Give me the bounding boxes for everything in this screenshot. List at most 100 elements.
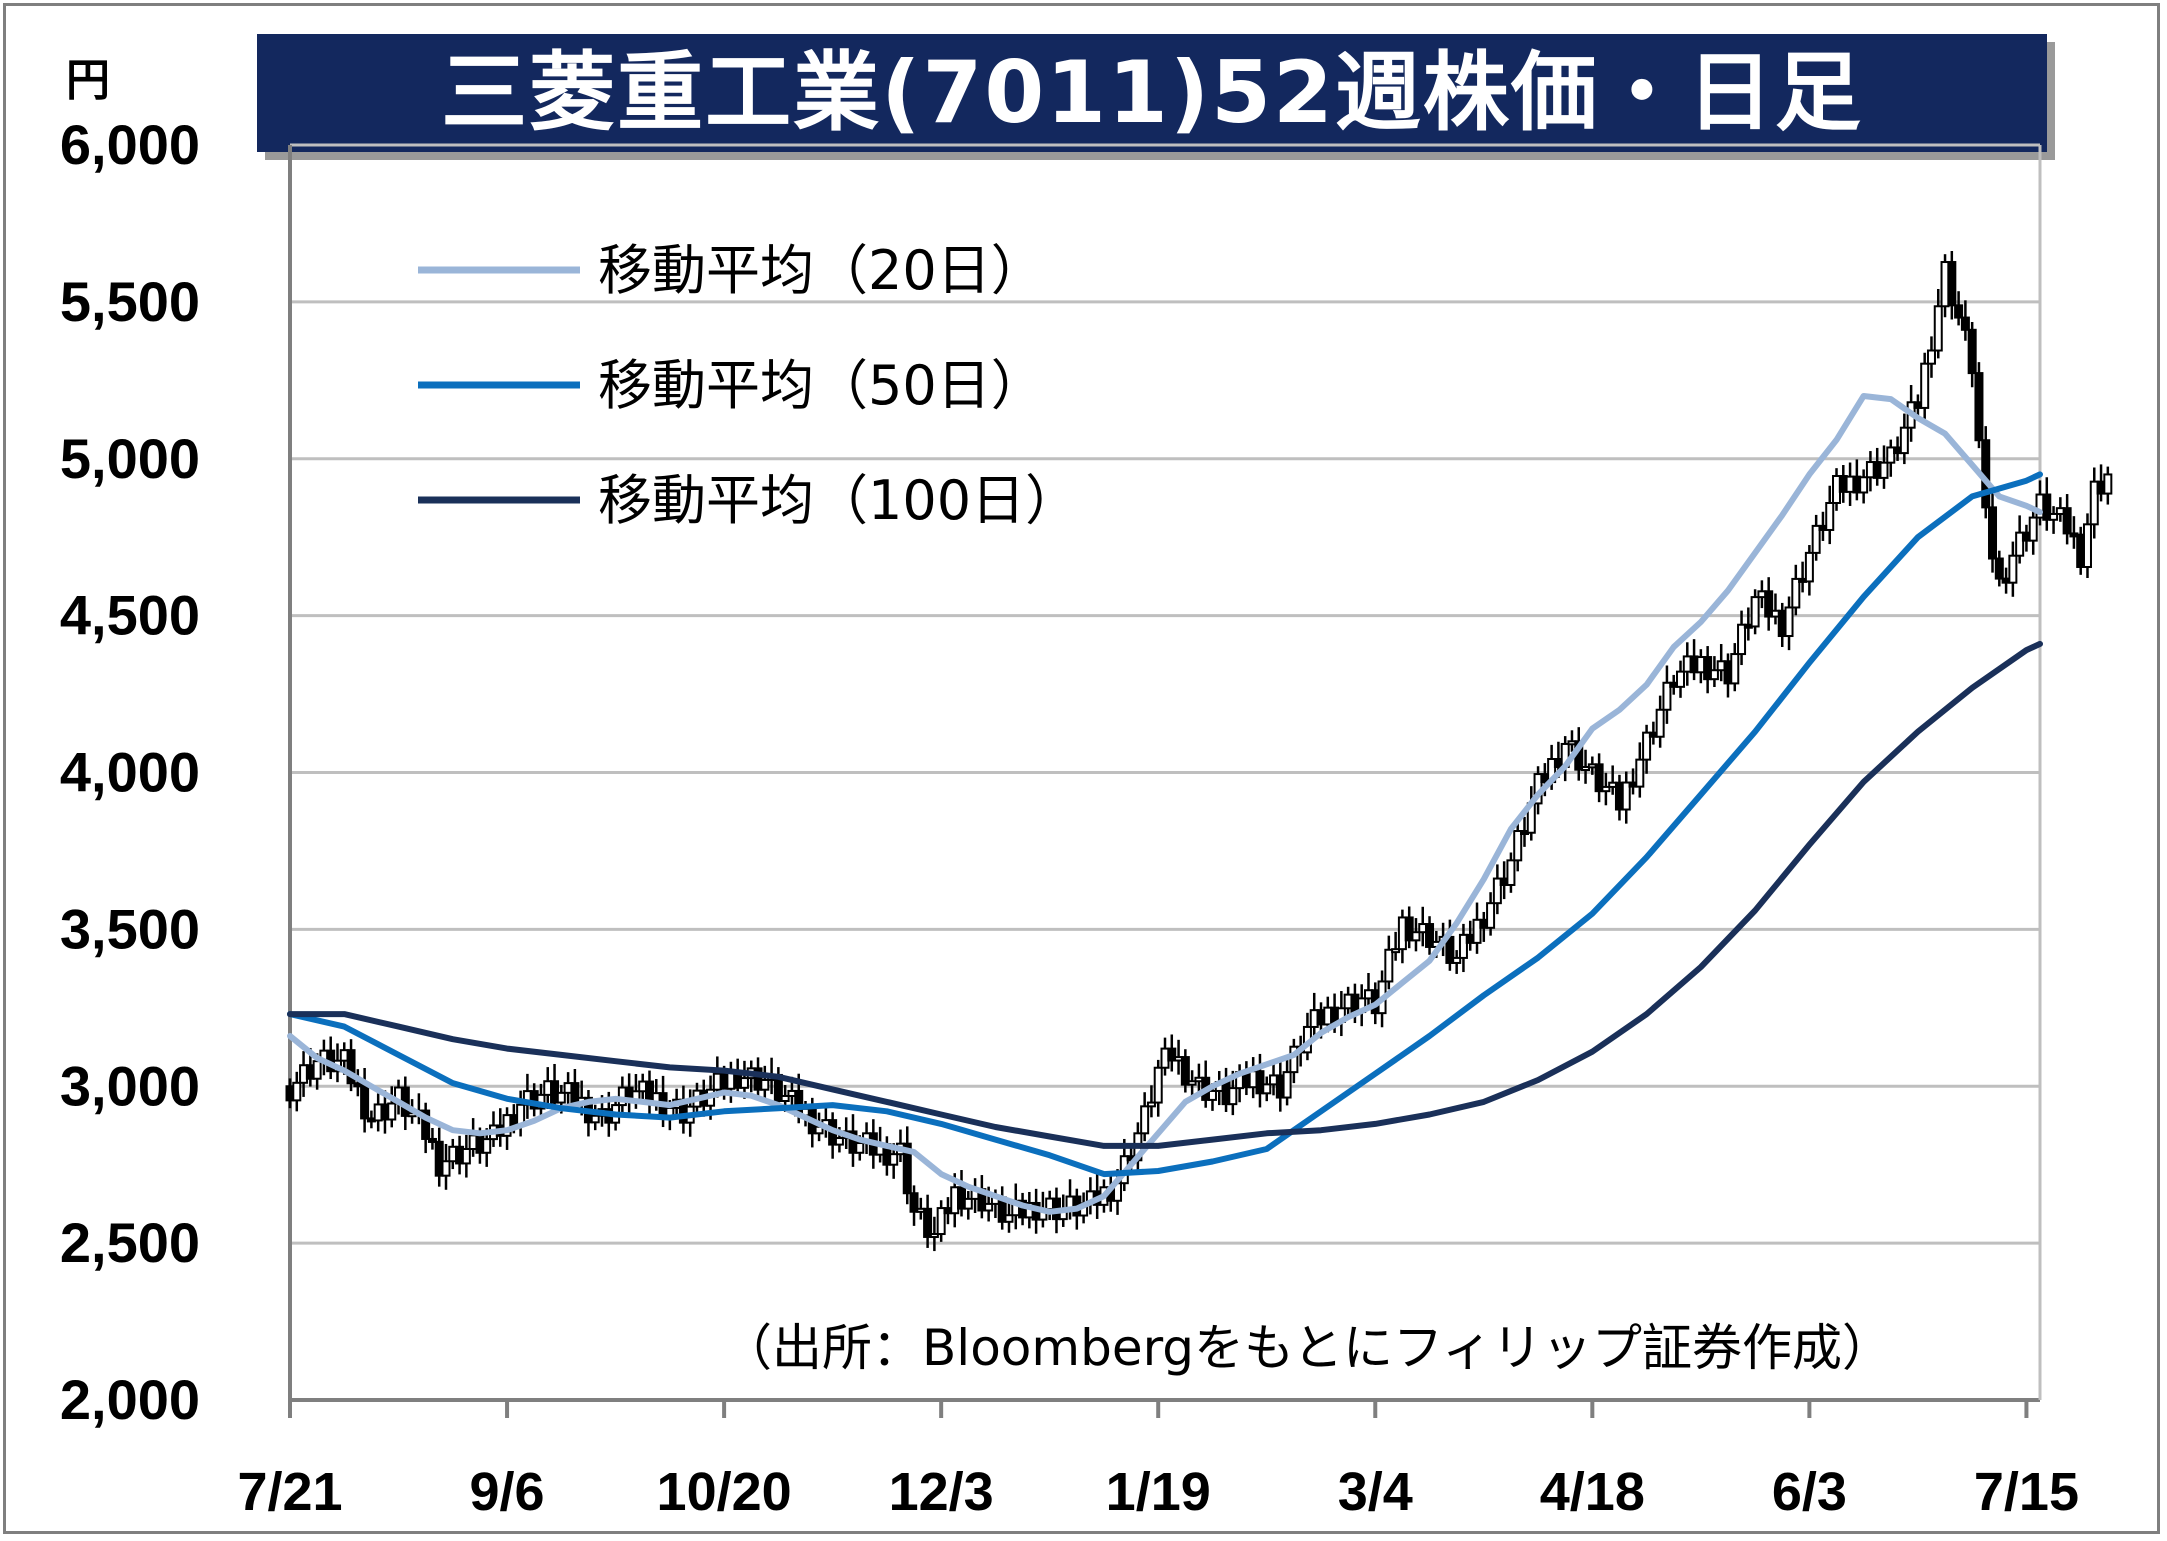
x-tick-label: 10/20 (657, 1462, 792, 1522)
candle (434, 1127, 444, 1187)
candle-body (1004, 1214, 1014, 1223)
candle-body (1289, 1045, 1299, 1074)
candle (1784, 596, 1794, 651)
y-tick-label: 4,000 (60, 741, 200, 804)
source-note: （出所：Bloombergをもとにフィリップ証券作成） (722, 1319, 1892, 1377)
candle-body (1859, 476, 1869, 494)
candle-body (556, 1091, 566, 1104)
x-tick-label: 7/21 (237, 1462, 342, 1522)
candle (2008, 541, 2018, 597)
candle (1981, 426, 1991, 519)
candle-body (590, 1114, 600, 1124)
candle-body (1635, 758, 1645, 788)
candle (1513, 820, 1523, 872)
candle (760, 1065, 770, 1101)
candle (1384, 935, 1394, 990)
candle-body (1825, 501, 1835, 531)
candle-body (1750, 596, 1760, 628)
candle-body (1153, 1066, 1163, 1104)
candle (427, 1127, 437, 1150)
candle-body (889, 1153, 899, 1166)
legend-label: 移動平均（100日） (598, 469, 1079, 532)
candle (977, 1175, 987, 1219)
candle-body (1920, 362, 1930, 409)
candle-body (482, 1138, 492, 1154)
candle-body (780, 1094, 790, 1102)
candle (1926, 336, 1936, 378)
candle (963, 1191, 973, 1220)
y-tick-label: 3,000 (60, 1054, 200, 1117)
candle-body (1886, 446, 1896, 464)
candle (1635, 742, 1645, 798)
y-tick-label: 4,500 (60, 584, 200, 647)
candle-body (1811, 524, 1821, 554)
candle-body (360, 1084, 370, 1120)
candle (1709, 656, 1719, 688)
candle (441, 1143, 451, 1190)
y-tick-label: 5,500 (60, 270, 200, 333)
candle-body (923, 1207, 933, 1238)
candle (1411, 918, 1421, 952)
candle (1886, 439, 1896, 477)
candle-body (1458, 933, 1468, 959)
candle (2049, 506, 2059, 534)
candle-body (1791, 577, 1801, 609)
legend-item: 移動平均（50日） (418, 354, 1045, 417)
x-tick-label: 12/3 (889, 1462, 994, 1522)
candle-body (929, 1233, 939, 1239)
candle (590, 1104, 600, 1131)
candle-body (1472, 918, 1482, 944)
legend-item: 移動平均（20日） (418, 239, 1045, 302)
x-tick-label: 1/19 (1106, 1462, 1211, 1522)
candle-body (1404, 916, 1414, 942)
candle-body (936, 1207, 946, 1236)
candle-body (1709, 669, 1719, 681)
candle (1425, 916, 1435, 955)
candle-body (441, 1160, 451, 1177)
candle (2028, 506, 2038, 555)
candle-body (1601, 785, 1611, 793)
candle-body (387, 1102, 397, 1121)
candle-body (1228, 1087, 1238, 1106)
y-tick-label: 3,500 (60, 897, 200, 960)
candle (1492, 864, 1502, 915)
candle (1486, 892, 1496, 936)
candle-body (461, 1148, 471, 1165)
candle (2089, 467, 2099, 539)
candle (1262, 1076, 1272, 1102)
candle-body (1411, 931, 1421, 942)
candle-body (1621, 781, 1631, 811)
candle (1140, 1092, 1150, 1142)
candle (828, 1112, 838, 1159)
candle-body (1764, 590, 1774, 618)
x-tick-label: 4/18 (1540, 1462, 1645, 1522)
candle-body (902, 1142, 912, 1195)
candle (1255, 1053, 1265, 1108)
candle-body (1391, 948, 1401, 954)
candle (1954, 291, 1964, 326)
candle-body (963, 1197, 973, 1210)
candle-body (1425, 923, 1435, 948)
candle (1947, 251, 1957, 320)
candle (1391, 931, 1401, 961)
candle (1601, 772, 1611, 806)
y-tick-label: 5,000 (60, 427, 200, 490)
x-tick-label: 6/3 (1772, 1462, 1847, 1522)
candle (923, 1194, 933, 1248)
candle-body (855, 1142, 865, 1154)
candle-body (1926, 349, 1936, 365)
candle (1472, 902, 1482, 954)
candle-body (1947, 261, 1957, 307)
ma50-line (287, 471, 2043, 1178)
candle (1737, 610, 1747, 666)
candle-body (1662, 681, 1672, 711)
candle (346, 1039, 356, 1092)
candle-body (2103, 473, 2113, 495)
ma100-line (287, 640, 2043, 1149)
candle-body (2082, 523, 2092, 568)
candle-body (909, 1192, 919, 1213)
candle (936, 1200, 946, 1242)
candle-body (292, 1081, 302, 1102)
legend-label: 移動平均（20日） (598, 239, 1045, 302)
